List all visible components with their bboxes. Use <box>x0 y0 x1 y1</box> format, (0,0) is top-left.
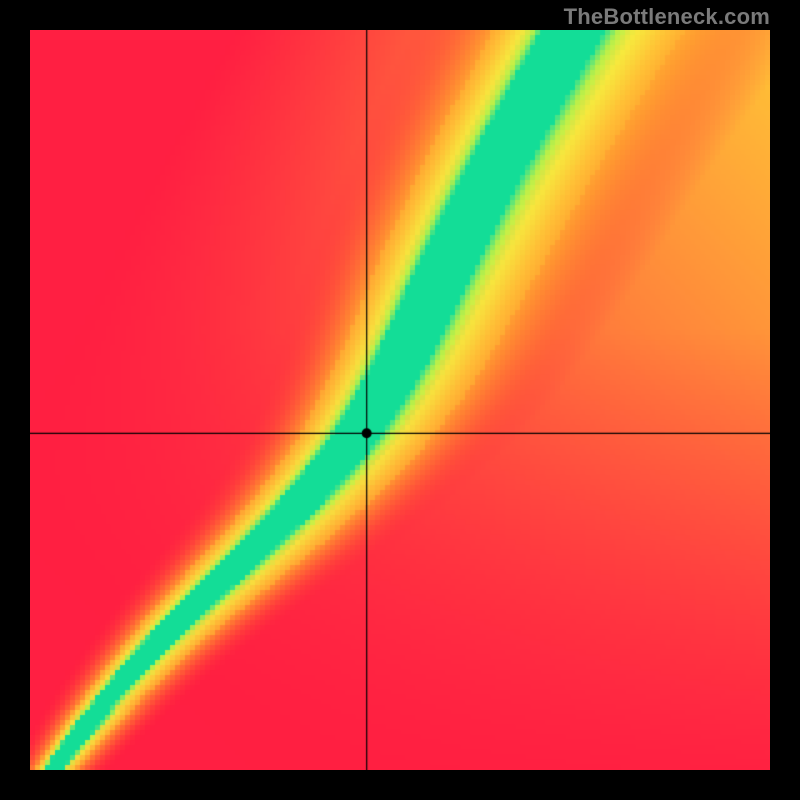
watermark-text: TheBottleneck.com <box>564 4 770 30</box>
chart-container: TheBottleneck.com <box>0 0 800 800</box>
bottleneck-heatmap <box>30 30 770 770</box>
